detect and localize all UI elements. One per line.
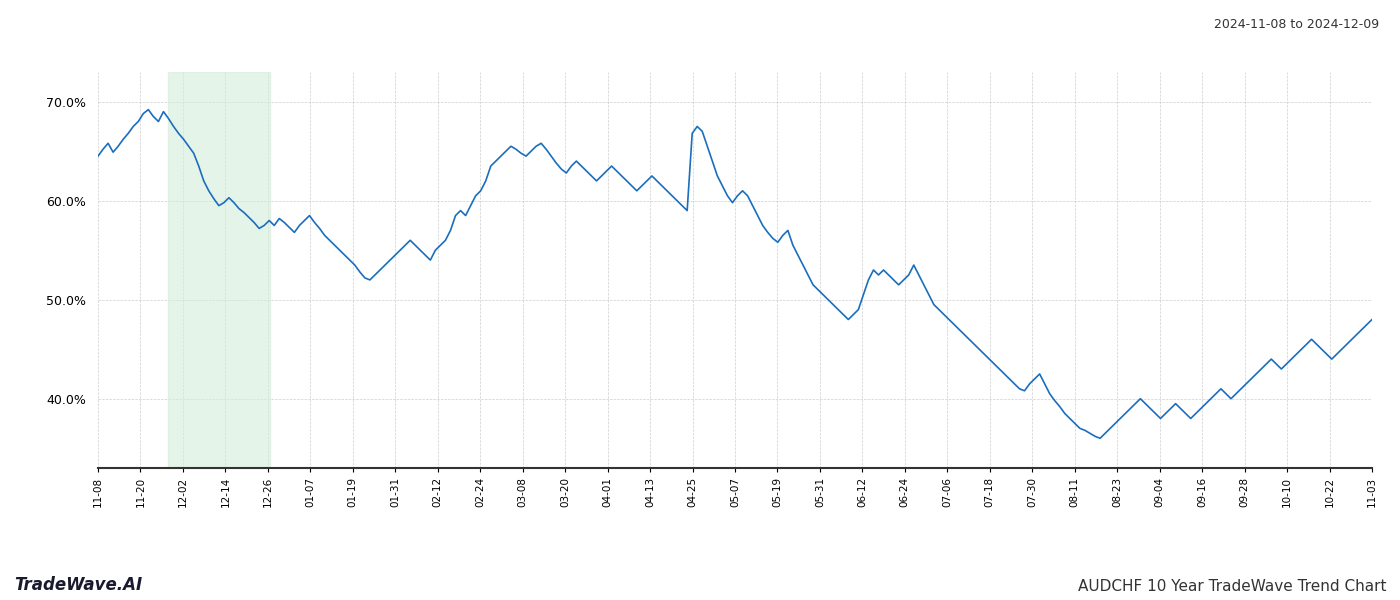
Text: TradeWave.AI: TradeWave.AI: [14, 576, 143, 594]
Bar: [168, 72, 270, 468]
Text: 2024-11-08 to 2024-12-09: 2024-11-08 to 2024-12-09: [1214, 18, 1379, 31]
Text: AUDCHF 10 Year TradeWave Trend Chart: AUDCHF 10 Year TradeWave Trend Chart: [1078, 579, 1386, 594]
